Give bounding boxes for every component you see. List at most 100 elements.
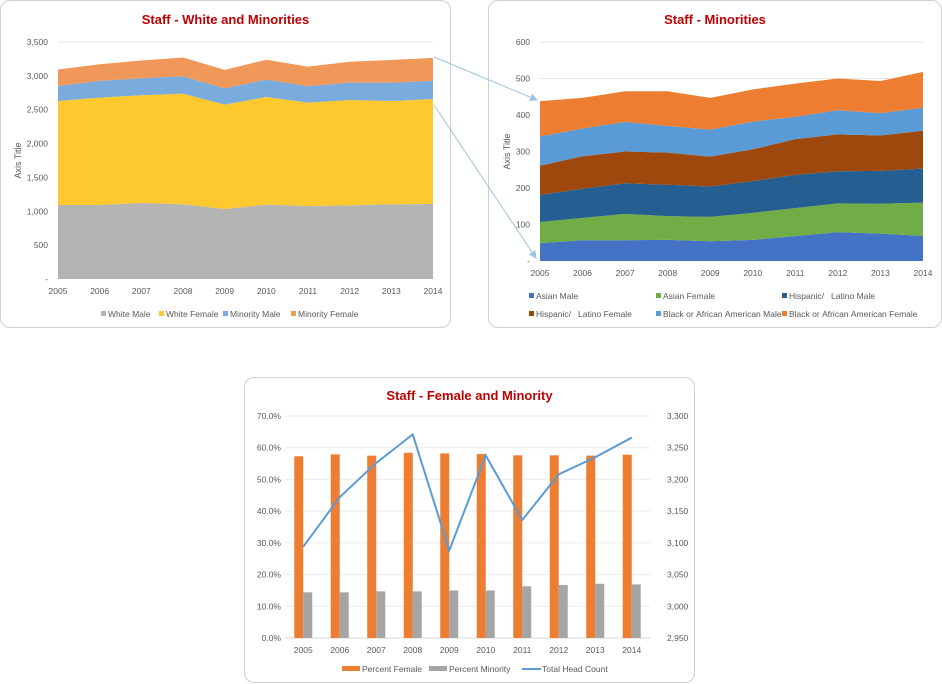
y-tick-label: 70.0% xyxy=(257,411,282,421)
y-tick-label: 500 xyxy=(516,74,530,84)
area-series-asian-female xyxy=(540,202,923,244)
x-tick-label: 2009 xyxy=(440,645,459,655)
y-tick-label: - xyxy=(527,256,530,266)
chart-title: Staff - Female and Minority xyxy=(386,388,553,403)
bar-percent-female xyxy=(330,454,340,638)
y-tick-label: 2,000 xyxy=(27,139,49,149)
x-tick-label: 2006 xyxy=(330,645,349,655)
y2-tick-label: 3,250 xyxy=(667,443,689,453)
y-tick-label: 500 xyxy=(34,240,48,250)
legend-label: White Female xyxy=(166,309,219,319)
y2-tick-label: 3,000 xyxy=(667,601,689,611)
y2-tick-label: 2,950 xyxy=(667,633,689,643)
legend-label: Asian Female xyxy=(663,291,715,301)
y-axis-title: Axis Title xyxy=(502,133,512,169)
x-tick-label: 2011 xyxy=(513,645,532,655)
bar-percent-minority xyxy=(595,583,605,638)
x-tick-label: 2012 xyxy=(828,268,847,278)
y-tick-label: 50.0% xyxy=(257,474,282,484)
x-tick-label: 2008 xyxy=(174,286,193,296)
bar-percent-female xyxy=(513,455,523,638)
y-tick-label: 1,500 xyxy=(27,172,49,182)
x-tick-label: 2014 xyxy=(914,268,933,278)
area-series-white-male xyxy=(58,202,433,279)
bar-percent-female xyxy=(549,455,559,638)
bar-percent-female xyxy=(586,455,596,638)
area-series-black-or-african-american-male xyxy=(540,107,923,166)
legend-label: Percent Minority xyxy=(449,664,511,674)
legend-label: Black or African American Male xyxy=(663,309,782,319)
y-tick-label: 40.0% xyxy=(257,506,282,516)
x-tick-label: 2005 xyxy=(294,645,313,655)
area-series-minority-male xyxy=(58,76,433,105)
legend-label: Minority Male xyxy=(230,309,281,319)
legend-label: Total Head Count xyxy=(542,664,608,674)
bar-percent-female xyxy=(440,453,450,638)
chart-female-minority: 0.0% 10.0% 20.0% 30.0% 40.0% 50.0% 60.0% 70.0% 2… xyxy=(257,411,689,674)
y-tick-label: 20.0% xyxy=(257,570,282,580)
bar-percent-minority xyxy=(303,592,313,638)
legend-label: Black or African American Female xyxy=(789,309,918,319)
y-tick-label: 300 xyxy=(516,147,530,157)
y2-tick-label: 3,100 xyxy=(667,538,689,548)
x-tick-label: 2013 xyxy=(871,268,890,278)
x-tick-label: 2012 xyxy=(340,286,359,296)
area-series-hispanic-latino-female xyxy=(540,130,923,195)
y2-tick-label: 3,150 xyxy=(667,506,689,516)
legend-label: Hispanic/ Latino Female xyxy=(536,309,632,319)
chart-card-white-minorities: Staff - White and Minorities - 500 1,000 1,… xyxy=(0,0,451,328)
x-tick-label: 2009 xyxy=(215,286,234,296)
legend-swatch xyxy=(291,311,296,316)
area-series-black-or-african-american-female xyxy=(540,71,923,137)
y-axis-title: Axis Title xyxy=(13,142,23,178)
bar-percent-minority xyxy=(376,591,386,638)
y-tick-label: 30.0% xyxy=(257,538,282,548)
x-tick-label: 2011 xyxy=(299,286,318,296)
bar-percent-minority xyxy=(522,586,532,638)
bar-percent-minority xyxy=(449,590,459,638)
legend-swatch xyxy=(342,666,360,671)
area-series-white-female xyxy=(58,93,433,209)
x-tick-label: 2014 xyxy=(622,645,641,655)
x-tick-label: 2010 xyxy=(743,268,762,278)
bar-percent-female xyxy=(476,454,486,638)
x-tick-label: 2005 xyxy=(49,286,68,296)
y-tick-label: 60.0% xyxy=(257,443,282,453)
bar-percent-female xyxy=(294,456,304,638)
x-tick-label: 2012 xyxy=(549,645,568,655)
legend-swatch xyxy=(159,311,164,316)
bar-percent-minority xyxy=(412,591,422,638)
legend-label: Percent Female xyxy=(362,664,422,674)
chart-title: Staff - Minorities xyxy=(664,12,766,27)
x-tick-label: 2007 xyxy=(132,286,151,296)
y-tick-label: 2,500 xyxy=(27,105,49,115)
x-tick-label: 2011 xyxy=(786,268,805,278)
chart-card-female-minority: Staff - Female and Minority 0.0% 10.0% 20.… xyxy=(244,377,695,683)
x-tick-label: 2005 xyxy=(531,268,550,278)
y-tick-label: 1,000 xyxy=(27,206,49,216)
area-series-hispanic-latino-male xyxy=(540,168,923,222)
x-tick-label: 2007 xyxy=(616,268,635,278)
legend-swatch xyxy=(656,311,661,316)
chart-minorities: - 100 200 300 400 500 600 2005 2006 2007 2008 2009 2… xyxy=(502,37,933,319)
chart-white-minorities: - 500 1,000 1,500 2,000 2,500 3,000 3,500 2005 20… xyxy=(13,37,443,319)
bar-percent-minority xyxy=(631,584,641,638)
bar-percent-female xyxy=(403,452,413,638)
y-tick-label: 600 xyxy=(516,37,530,47)
bar-percent-female xyxy=(367,455,377,638)
legend-label: Minority Female xyxy=(298,309,359,319)
y-tick-label: 400 xyxy=(516,110,530,120)
area-series-minority-female xyxy=(58,57,433,89)
chart-title: Staff - White and Minorities xyxy=(141,12,310,27)
bar-percent-minority xyxy=(485,590,495,638)
y-tick-label: - xyxy=(45,274,48,284)
x-tick-label: 2010 xyxy=(476,645,495,655)
legend-swatch xyxy=(101,311,106,316)
y2-tick-label: 3,200 xyxy=(667,474,689,484)
x-tick-label: 2008 xyxy=(403,645,422,655)
area-series-asian-male xyxy=(540,232,923,261)
y-tick-label: 100 xyxy=(516,220,530,230)
x-tick-label: 2013 xyxy=(382,286,401,296)
legend-swatch xyxy=(223,311,228,316)
legend-swatch xyxy=(656,293,661,298)
